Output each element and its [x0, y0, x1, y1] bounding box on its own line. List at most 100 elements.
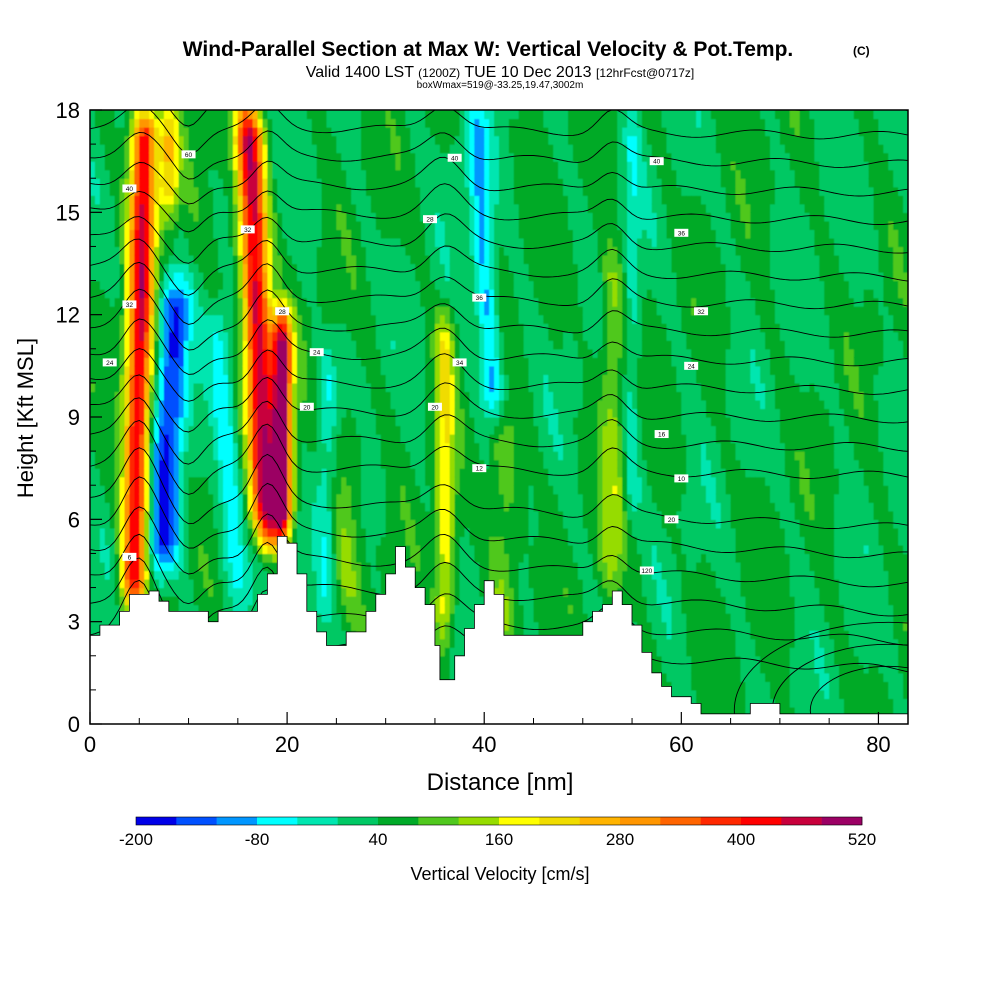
velocity-cell	[223, 314, 229, 324]
velocity-cell	[242, 118, 249, 128]
velocity-cell	[262, 110, 268, 120]
velocity-cell	[341, 135, 347, 145]
velocity-cell	[400, 161, 406, 171]
velocity-cell	[287, 237, 293, 248]
velocity-cell	[326, 451, 333, 461]
velocity-cell	[410, 527, 416, 537]
velocity-cell	[232, 442, 239, 452]
velocity-cell	[158, 161, 165, 171]
velocity-cell	[124, 442, 131, 452]
velocity-cell	[405, 357, 411, 367]
velocity-cell	[390, 365, 397, 375]
velocity-cell	[370, 280, 377, 290]
velocity-cell	[272, 510, 278, 520]
velocity-cell	[331, 459, 337, 469]
velocity-cell	[351, 476, 357, 486]
velocity-cell	[149, 519, 155, 529]
velocity-cell	[168, 570, 175, 580]
velocity-cell	[341, 485, 347, 495]
velocity-cell	[242, 161, 249, 171]
velocity-cell	[227, 254, 234, 265]
velocity-cell	[420, 399, 426, 410]
velocity-cell	[198, 579, 204, 589]
velocity-cell	[242, 561, 249, 572]
velocity-cell	[218, 357, 224, 367]
velocity-cell	[237, 348, 244, 358]
velocity-cell	[341, 374, 347, 384]
velocity-cell	[252, 144, 259, 154]
velocity-cell	[410, 502, 416, 512]
velocity-cell	[90, 596, 96, 606]
velocity-cell	[326, 246, 333, 256]
velocity-cell	[316, 186, 323, 196]
velocity-cell	[183, 527, 190, 537]
velocity-cell	[341, 417, 347, 427]
velocity-cell	[247, 596, 254, 606]
velocity-cell	[351, 442, 357, 452]
velocity-cell	[262, 553, 268, 563]
velocity-cell	[311, 544, 318, 555]
velocity-cell	[227, 391, 234, 401]
velocity-cell	[144, 178, 150, 188]
velocity-cell	[282, 399, 288, 410]
velocity-cell	[124, 374, 131, 384]
velocity-cell	[144, 553, 150, 563]
velocity-cell	[287, 340, 293, 350]
velocity-cell	[316, 442, 323, 452]
velocity-cell	[232, 596, 239, 606]
velocity-cell	[400, 144, 406, 154]
velocity-cell	[405, 451, 411, 461]
velocity-cell	[237, 442, 244, 452]
velocity-cell	[134, 510, 140, 520]
velocity-cell	[104, 272, 111, 282]
velocity-cell	[326, 289, 333, 299]
velocity-cell	[119, 357, 126, 367]
velocity-cell	[425, 493, 431, 503]
velocity-cell	[282, 118, 288, 128]
velocity-cell	[247, 553, 254, 563]
velocity-cell	[282, 110, 288, 120]
velocity-cell	[375, 587, 382, 597]
velocity-cell	[267, 365, 273, 375]
velocity-cell	[301, 229, 308, 239]
velocity-cell	[139, 442, 145, 452]
velocity-cell	[272, 323, 278, 333]
velocity-cell	[154, 263, 160, 273]
velocity-cell	[341, 621, 347, 631]
velocity-cell	[410, 510, 416, 520]
velocity-cell	[119, 203, 126, 213]
velocity-cell	[203, 442, 209, 452]
velocity-cell	[400, 331, 406, 341]
velocity-cell	[129, 365, 135, 375]
velocity-cell	[154, 536, 160, 546]
velocity-cell	[178, 544, 185, 555]
velocity-cell	[301, 561, 308, 572]
velocity-cell	[99, 493, 106, 503]
velocity-cell	[203, 229, 209, 239]
velocity-cell	[316, 365, 323, 375]
velocity-cell	[420, 553, 426, 563]
velocity-cell	[173, 306, 180, 316]
velocity-cell	[351, 561, 357, 572]
velocity-cell	[178, 587, 185, 597]
velocity-cell	[203, 195, 209, 205]
velocity-cell	[361, 254, 367, 265]
velocity-cell	[375, 314, 382, 324]
velocity-cell	[227, 212, 234, 222]
velocity-cell	[213, 544, 219, 555]
velocity-cell	[375, 331, 382, 341]
velocity-cell	[326, 263, 333, 273]
velocity-cell	[252, 306, 259, 316]
velocity-cell	[237, 468, 244, 478]
velocity-cell	[94, 493, 101, 503]
velocity-cell	[361, 144, 367, 154]
velocity-cell	[301, 297, 308, 307]
velocity-cell	[188, 144, 195, 154]
velocity-cell	[247, 417, 254, 427]
velocity-cell	[346, 331, 352, 341]
velocity-cell	[227, 152, 234, 162]
velocity-cell	[213, 118, 219, 128]
velocity-cell	[331, 144, 337, 154]
velocity-cell	[163, 237, 170, 248]
velocity-cell	[326, 272, 333, 282]
